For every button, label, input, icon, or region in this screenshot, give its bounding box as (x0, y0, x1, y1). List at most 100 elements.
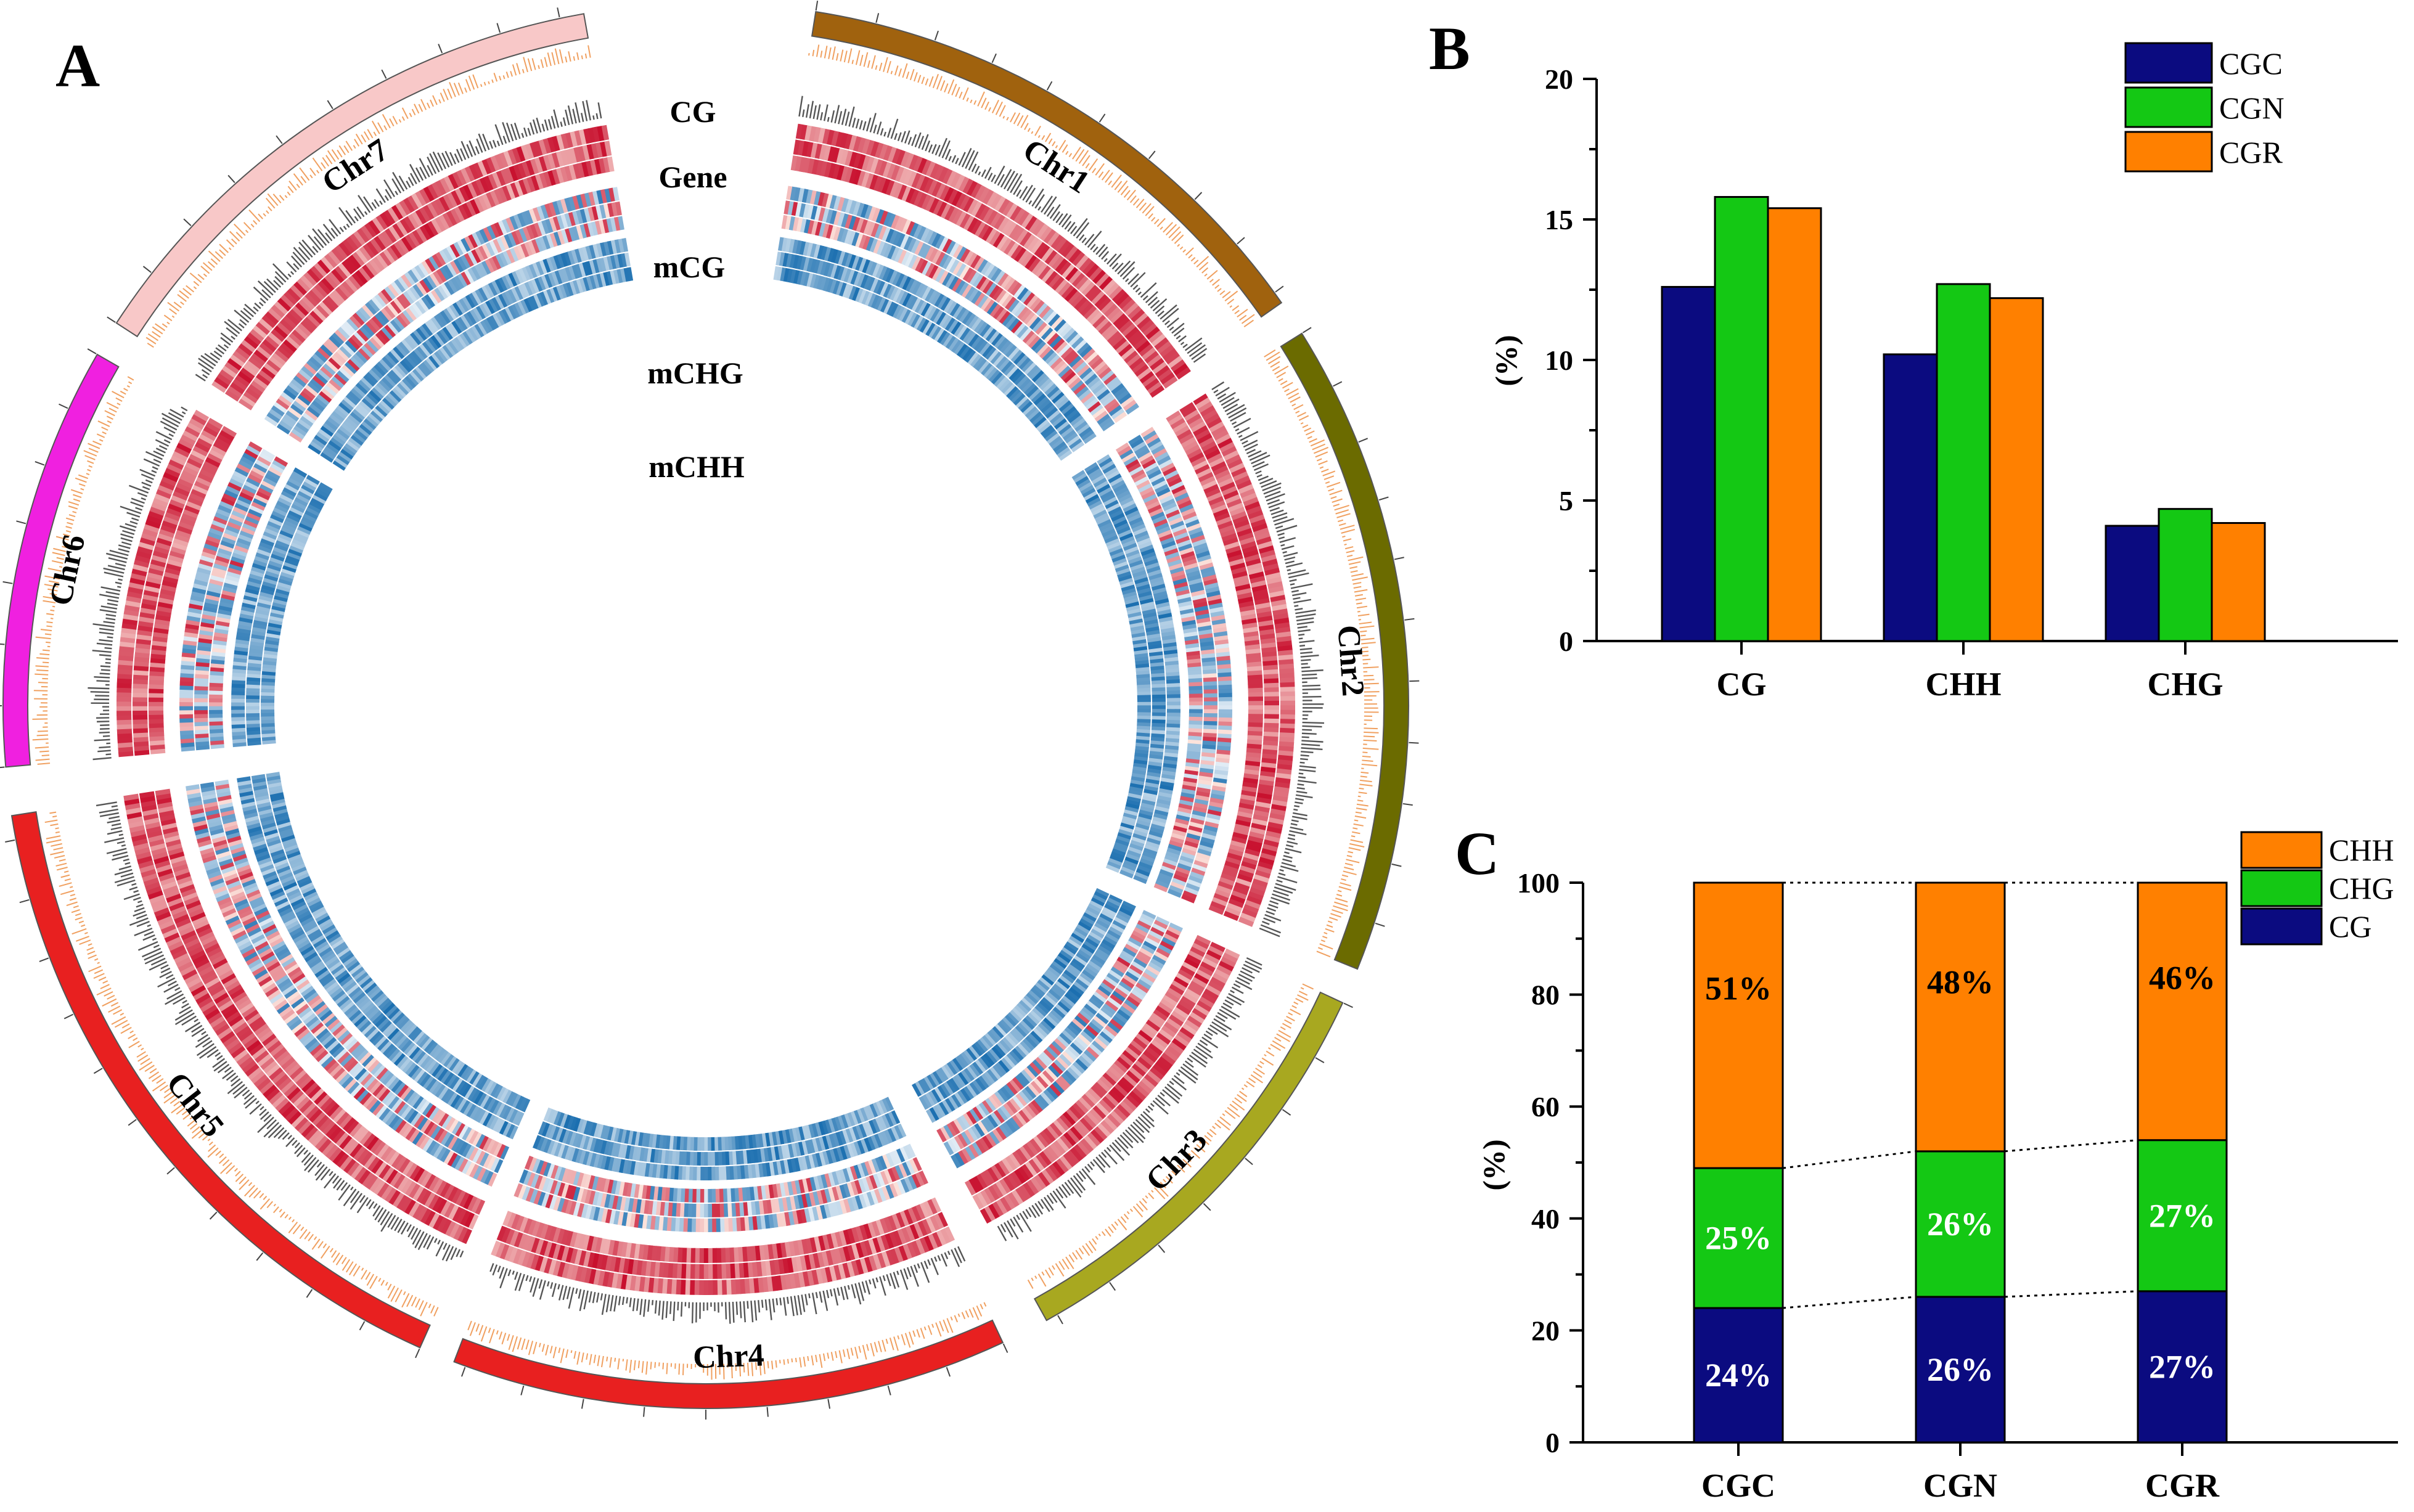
cg-density-bar (1361, 642, 1376, 645)
gene-density-bar (1299, 769, 1316, 772)
heatmap-cell (1194, 464, 1210, 475)
heatmap-cell (1065, 409, 1079, 421)
gene-density-bar (1103, 258, 1108, 263)
heatmap-cell (952, 209, 964, 225)
cg-density-bar (1188, 254, 1193, 259)
cg-density-bar (1297, 412, 1307, 417)
heatmap-cell (1152, 694, 1166, 699)
cg-density-bar (1101, 170, 1110, 181)
gene-density-bar (1277, 876, 1298, 884)
cg-density-bar (1085, 163, 1090, 169)
heatmap-cell (1234, 823, 1250, 832)
heatmap-cell (848, 231, 856, 245)
cg-density-bar (1302, 424, 1309, 428)
gene-density-bar (1300, 651, 1313, 654)
gene-density-bar (1145, 1108, 1150, 1113)
heatmap-cell (1218, 477, 1234, 488)
heatmap-cell (1055, 279, 1068, 294)
heatmap-cell (867, 277, 876, 292)
cg-density-bar (259, 1193, 264, 1198)
cg-density-bar (1354, 815, 1367, 819)
cg-density-bar (1209, 279, 1214, 283)
cg-density-bar (622, 1359, 624, 1362)
cg-density-bar (538, 1342, 541, 1347)
heatmap-cell (923, 178, 935, 194)
gene-density-bar (1221, 397, 1235, 406)
heatmap-cell (1231, 467, 1247, 478)
gene-density-bar (1111, 263, 1119, 270)
cg-density-bar (288, 1216, 292, 1220)
heatmap-cell (1053, 360, 1066, 373)
gene-density-bar (499, 1268, 508, 1289)
heatmap-cell (776, 266, 783, 281)
gene-density-bar (958, 152, 966, 166)
heatmap-cell (999, 340, 1012, 353)
cg-density-bar (120, 1013, 125, 1016)
heatmap-cell (811, 159, 820, 175)
cg-density-bar (866, 1344, 869, 1351)
heatmap-cell (1020, 328, 1032, 341)
heatmap-cell (1241, 861, 1257, 870)
heatmap-cell (1034, 341, 1047, 354)
heatmap-cell (998, 292, 1010, 306)
cg-density-bar (943, 1319, 949, 1333)
heatmap-cell (1047, 410, 1061, 422)
heatmap-cell (1237, 873, 1253, 883)
heatmap-cell (1150, 358, 1165, 371)
cg-density-bar (1350, 839, 1364, 843)
heatmap-cell (1163, 376, 1178, 389)
heatmap-cell (975, 221, 986, 237)
cg-density-bar (968, 1309, 974, 1318)
heatmap-cell (1248, 722, 1263, 728)
cg-density-bar (1248, 1077, 1256, 1084)
heatmap-cell (983, 299, 996, 313)
heatmap-cell (1063, 430, 1076, 441)
cg-density-bar (1027, 1279, 1034, 1289)
heatmap-cell (820, 246, 828, 261)
heatmap-cell (823, 277, 830, 292)
heatmap-cell (1020, 231, 1033, 247)
cg-density-bar (1253, 1071, 1262, 1078)
cg-density-bar (1309, 438, 1317, 443)
heatmap-cell (991, 268, 1002, 282)
gene-density-bar (1262, 482, 1282, 491)
heatmap-cell (833, 211, 841, 226)
gene-density-bar (914, 1264, 919, 1273)
heatmap-cell (710, 1137, 715, 1151)
heatmap-cell (939, 253, 949, 268)
gene-density-bar (292, 1140, 298, 1146)
cg-density-bar (961, 1312, 966, 1320)
gene-density-bar (1073, 218, 1088, 237)
heatmap-cell (905, 277, 915, 292)
heatmap-cell (1219, 525, 1235, 534)
heatmap-cell (891, 148, 902, 164)
cg-density-bar (775, 1360, 777, 1368)
heatmap-cell (840, 166, 849, 182)
heatmap-cell (1130, 333, 1145, 347)
cg-density-bar (1034, 1275, 1037, 1279)
heatmap-cell (1152, 701, 1166, 706)
ideogram-tick (1002, 1343, 1009, 1353)
heatmap-cell (986, 282, 997, 296)
gene-density-bar (880, 128, 884, 136)
heatmap-cell (1018, 398, 1031, 411)
cg-density-bar (560, 1348, 565, 1363)
heatmap-cell (1042, 308, 1055, 322)
heatmap-cell (1244, 554, 1260, 563)
heatmap-cell (873, 176, 883, 192)
heatmap-cell (1098, 321, 1113, 335)
ideogram-tick (1333, 381, 1343, 387)
gene-density-bar (301, 1152, 311, 1163)
ideogram-tick (875, 13, 880, 23)
heatmap-cell (696, 1166, 701, 1180)
heatmap-cell (1232, 832, 1248, 840)
heatmap-cell (882, 267, 891, 282)
gene-density-bar (489, 1263, 494, 1272)
heatmap-cell (1245, 501, 1261, 512)
cg-density-bar (944, 83, 949, 92)
heatmap-cell (994, 335, 1006, 349)
cg-density-bar (863, 52, 869, 67)
heatmap-cell (1166, 555, 1181, 564)
heatmap-cell (1241, 492, 1258, 503)
heatmap-cell (855, 256, 864, 271)
